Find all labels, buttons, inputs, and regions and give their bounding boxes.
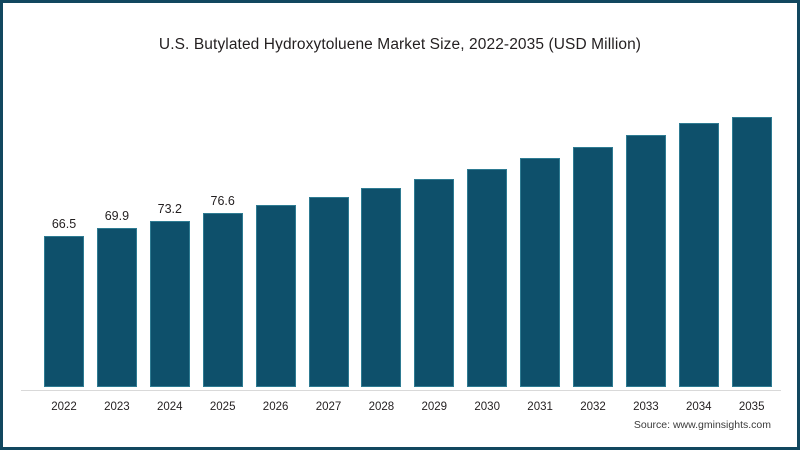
bar[interactable]	[573, 147, 613, 387]
x-tick-label: 2027	[315, 401, 342, 413]
bar[interactable]	[731, 116, 772, 387]
bar[interactable]	[255, 205, 296, 387]
source-attribution: Source: www.gminsights.com	[633, 419, 771, 431]
x-tick-label: 2024	[157, 401, 183, 413]
bar-rect[interactable]	[202, 213, 243, 387]
bar-value-label: 69.9	[104, 209, 130, 224]
bar-rect[interactable]	[149, 220, 190, 387]
bar-rect[interactable]	[308, 196, 349, 387]
bar[interactable]: 73.2	[149, 202, 190, 387]
x-axis-line	[21, 390, 781, 391]
bar-rect[interactable]	[678, 122, 719, 387]
bar-rect[interactable]	[414, 178, 455, 387]
bar-value-label: 76.6	[210, 194, 235, 209]
bar-rect[interactable]	[361, 187, 402, 387]
x-tick-label: 2033	[633, 401, 659, 413]
chart-title: U.S. Butylated Hydroxytoluene Market Siz…	[158, 36, 642, 53]
x-tick-label: 2028	[368, 401, 395, 413]
bar[interactable]	[361, 187, 402, 387]
x-tick-label: 2029	[421, 401, 448, 413]
bar-value-label: 73.2	[157, 201, 182, 216]
bar-rect[interactable]	[96, 228, 137, 387]
x-tick-label: 2034	[686, 401, 712, 413]
bar-rect[interactable]	[255, 205, 296, 387]
bar[interactable]: 66.5	[44, 217, 84, 387]
x-tick-label: 2035	[738, 401, 765, 413]
bar-rect[interactable]	[625, 135, 666, 387]
x-tick-label: 2032	[580, 401, 606, 413]
x-tick-label: 2022	[51, 401, 77, 413]
x-tick-label: 2030	[474, 401, 500, 413]
x-tick-label: 2026	[262, 401, 289, 413]
bar[interactable]	[625, 135, 666, 387]
x-tick-label: 2031	[527, 401, 553, 413]
bar-rect[interactable]	[467, 168, 508, 387]
bar[interactable]	[678, 122, 719, 387]
bar-rect[interactable]	[731, 116, 772, 387]
bar[interactable]	[308, 196, 349, 387]
bar[interactable]	[467, 168, 508, 387]
bar-value-label: 66.5	[51, 217, 77, 231]
bar-rect[interactable]	[520, 158, 561, 387]
bar-rect[interactable]	[44, 236, 84, 387]
x-tick-label: 2023	[104, 401, 130, 413]
bar[interactable]	[414, 178, 455, 387]
bar[interactable]	[520, 158, 561, 387]
bar[interactable]: 69.9	[96, 209, 137, 387]
bar[interactable]: 76.6	[202, 194, 243, 387]
x-tick-label: 2025	[209, 401, 236, 413]
bar-rect[interactable]	[573, 147, 613, 387]
